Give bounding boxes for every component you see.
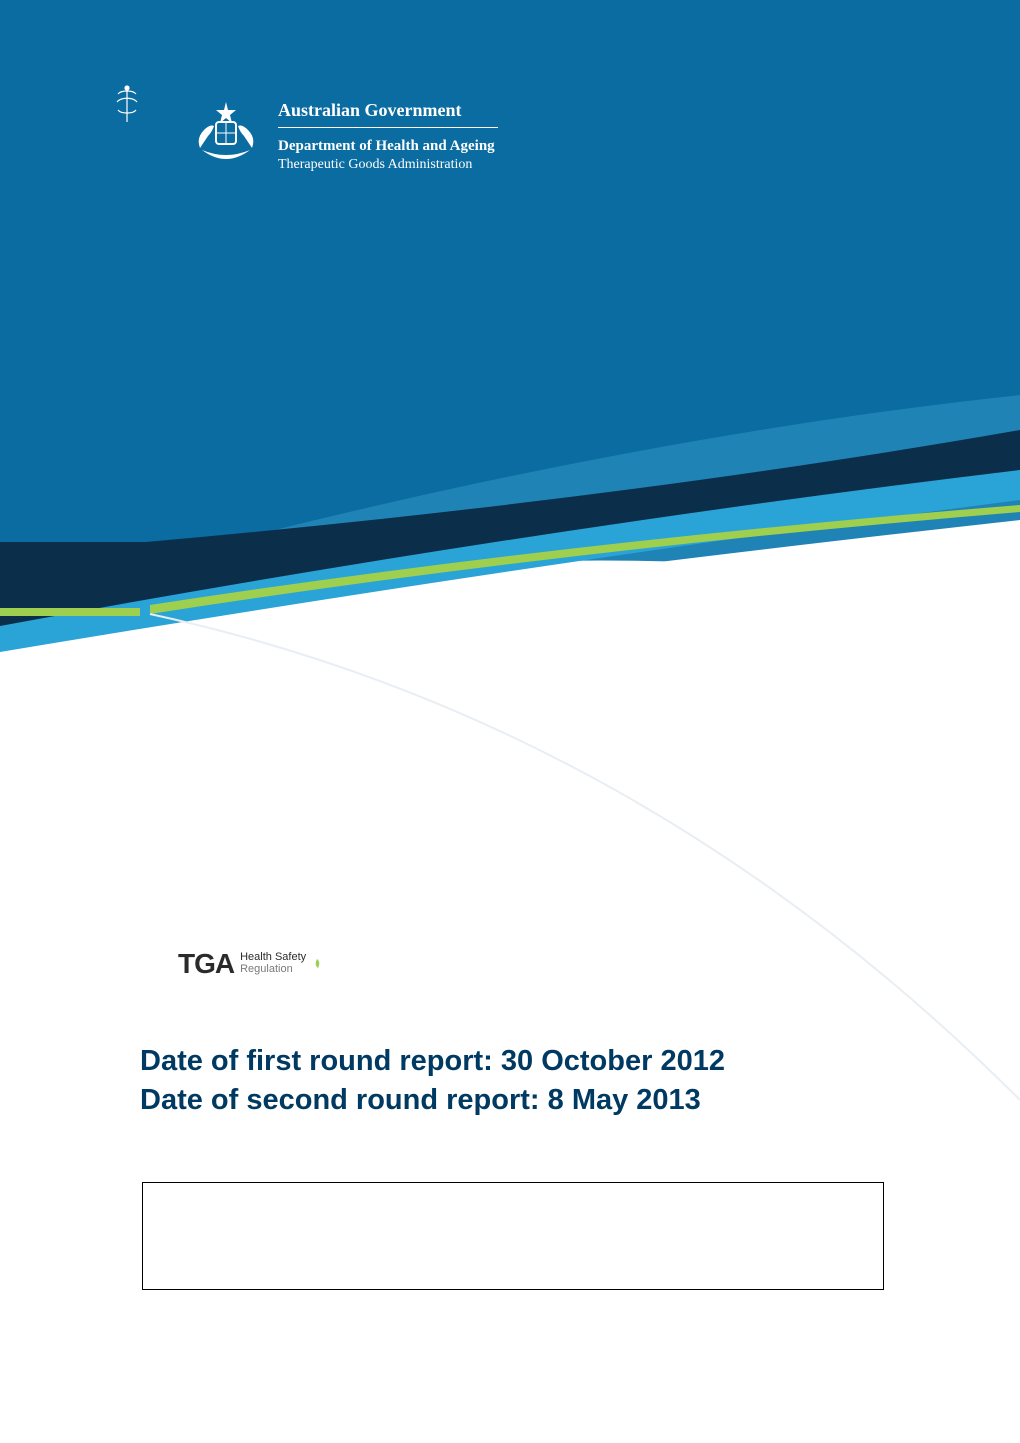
- tga-tagline: Health Safety Regulation: [240, 952, 306, 975]
- gov-divider: [278, 127, 498, 128]
- gov-line2: Department of Health and Ageing: [278, 138, 498, 155]
- gov-line1: Australian Government: [278, 100, 498, 121]
- tga-logo: TGA Health Safety Regulation: [178, 948, 322, 980]
- cover-page: Australian Government Department of Heal…: [0, 0, 1020, 1443]
- coat-of-arms-icon: [190, 100, 262, 164]
- gov-header-text: Australian Government Department of Heal…: [278, 100, 498, 173]
- secondary-crest-icon: [112, 82, 142, 126]
- tga-tag-line2: Regulation: [240, 964, 306, 976]
- gov-line3: Therapeutic Goods Administration: [278, 157, 498, 173]
- empty-content-box: [142, 1182, 884, 1290]
- tga-mark: TGA: [178, 948, 234, 980]
- second-round-date: Date of second round report: 8 May 2013: [140, 1081, 900, 1120]
- top-blue-band: [0, 0, 1020, 560]
- report-dates: Date of first round report: 30 October 2…: [140, 1042, 900, 1120]
- leaf-icon: [312, 959, 322, 969]
- first-round-date: Date of first round report: 30 October 2…: [140, 1042, 900, 1081]
